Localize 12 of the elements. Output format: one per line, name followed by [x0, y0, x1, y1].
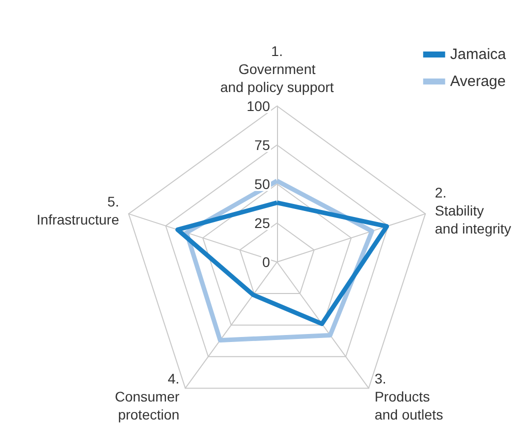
y-tick-label: 25: [254, 215, 270, 231]
spoke-label: 5. Infrastructure: [36, 194, 120, 228]
spoke-label: 4. Consumer protection: [114, 370, 180, 422]
legend-label: Jamaica: [450, 46, 507, 63]
y-tick-label: 75: [254, 137, 270, 153]
y-tick-label: 50: [254, 176, 270, 192]
y-tick-label: 0: [262, 254, 270, 270]
spoke-label: 3. Products and outlets: [374, 370, 444, 422]
legend-label: Average: [450, 73, 506, 90]
spoke-label: 1. Government and policy support: [220, 43, 334, 95]
y-tick-label: 100: [246, 98, 270, 114]
spoke-label: 2. Stability and integrity: [434, 184, 512, 237]
